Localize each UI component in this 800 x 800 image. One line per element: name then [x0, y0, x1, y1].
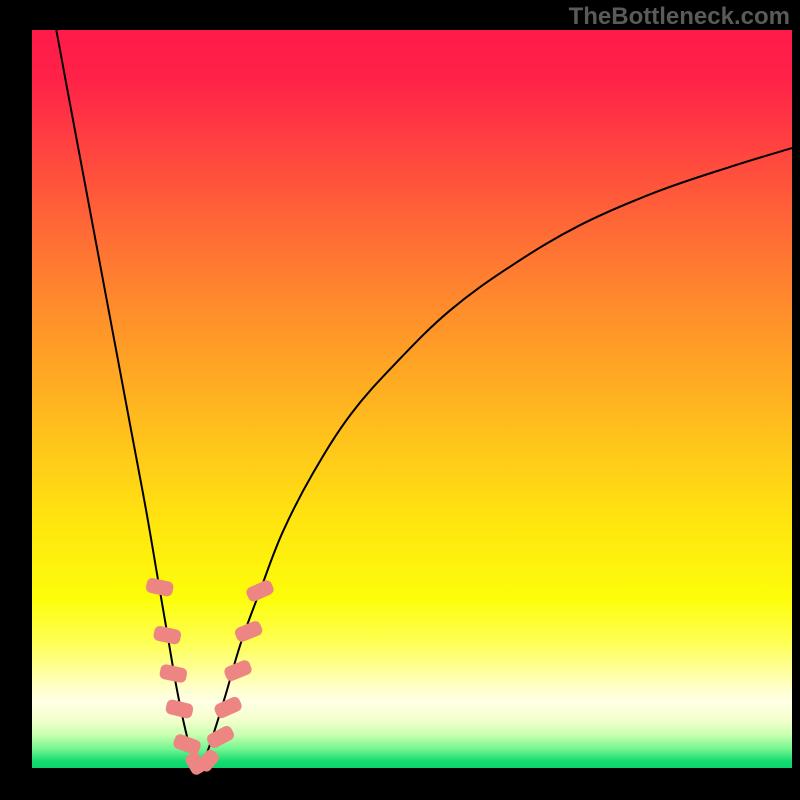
plot-background — [32, 30, 792, 768]
watermark-text: TheBottleneck.com — [569, 3, 790, 31]
bottleneck-chart — [0, 0, 800, 800]
chart-container: TheBottleneck.com — [0, 0, 800, 800]
